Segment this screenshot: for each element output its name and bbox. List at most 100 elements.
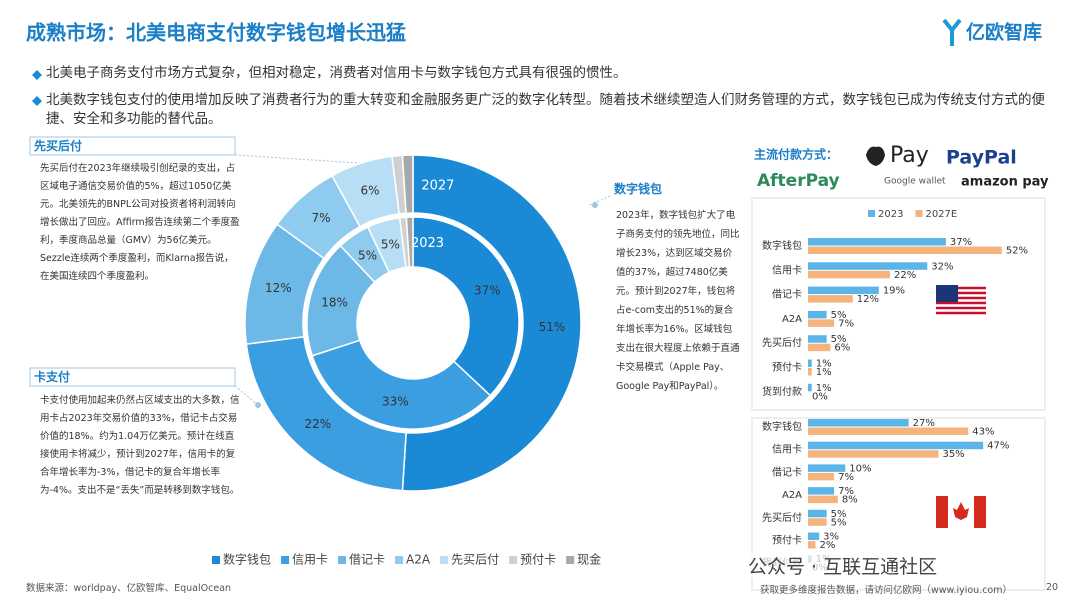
title: 成熟市场：北美电商支付数字钱包增长迅猛 <box>26 21 406 45</box>
category-label: 数字钱包 <box>762 420 802 433</box>
legend-swatch <box>281 556 290 564</box>
category-label: A2A <box>782 314 802 325</box>
apple-icon <box>866 146 885 166</box>
value-label: 5% <box>831 310 847 321</box>
payments-label: 主流付款方式： <box>754 147 838 162</box>
donut-slice <box>412 216 520 397</box>
slice-label: 51% <box>539 320 566 334</box>
legend-label: 2023 <box>878 209 903 220</box>
category-label: 先买后付 <box>762 336 802 349</box>
value-label: 5% <box>831 509 847 520</box>
category-label: 预付卡 <box>772 534 802 547</box>
payment-logo: AfterPay <box>757 171 840 191</box>
bar <box>808 286 879 295</box>
bar <box>808 335 827 343</box>
bar <box>808 509 827 518</box>
bar <box>808 495 838 504</box>
bar <box>808 450 939 458</box>
legend-swatch <box>509 556 518 564</box>
value-label: 7% <box>838 486 854 497</box>
bar <box>808 270 890 279</box>
bullet: 北美电子商务支付市场方式复杂，但相对稳定，消费者对信用卡与数字钱包方式具有很强的… <box>46 65 627 81</box>
value-label: 5% <box>831 517 847 528</box>
category-label: 预付卡 <box>772 361 802 374</box>
page-number: 20 <box>1046 582 1059 593</box>
legend-swatch <box>440 556 449 564</box>
ring-label: 2023 <box>411 236 444 251</box>
value-label: 22% <box>894 270 916 281</box>
legend-label: 预付卡 <box>520 553 556 567</box>
donut-slice <box>405 216 414 268</box>
value-label: 12% <box>857 294 879 305</box>
donut-slice <box>311 339 492 430</box>
value-label: 7% <box>838 318 854 329</box>
slice-label: 5% <box>381 238 400 252</box>
note-box <box>29 136 236 156</box>
payment-logo: Google wallet <box>884 177 946 187</box>
panel <box>751 197 1046 411</box>
legend-label: 先买后付 <box>451 553 499 567</box>
bar <box>808 359 812 367</box>
dot <box>255 402 261 408</box>
value-label: 19% <box>883 286 905 297</box>
category-label: 借记卡 <box>772 465 802 478</box>
category-label: 信用卡 <box>772 263 802 276</box>
bar <box>808 246 1002 254</box>
value-label: 6% <box>834 343 850 354</box>
note-text: 卡支付使用加起来仍然占区域支出的大多数，信用卡占2023年交易价值的33%，借记… <box>40 395 240 496</box>
legend-swatch <box>868 210 875 217</box>
value-label: 52% <box>1006 246 1028 257</box>
slice-label: 18% <box>321 295 348 309</box>
legend-label: A2A <box>406 553 431 567</box>
ca-flag <box>936 496 986 528</box>
value-label: 3% <box>823 532 839 543</box>
value-label: 43% <box>972 427 994 438</box>
note-text: 先买后付在2023年继续吸引创纪录的支出，占区域电子通信交易价值的5%，超过10… <box>40 163 240 282</box>
slice-label: 6% <box>361 183 380 197</box>
legend-swatch <box>566 556 575 564</box>
legend-swatch <box>395 556 404 564</box>
value-label: 27% <box>913 418 935 429</box>
legend-swatch <box>915 210 923 217</box>
bullet-icon <box>32 70 42 106</box>
payment-logo: amazon pay <box>961 175 1049 190</box>
note-box <box>29 367 236 387</box>
payment-logo: PayPal <box>946 147 1017 169</box>
slice-label: 22% <box>305 417 332 431</box>
category-label: 先买后付 <box>762 511 802 524</box>
value-label: 5% <box>831 334 847 345</box>
note-text: 2023年，数字钱包扩大了电子商务支付的领先地位，同比增长23%，达到区域交易价… <box>616 210 740 392</box>
legend-label: 2027E <box>925 209 957 220</box>
bar <box>808 532 820 540</box>
bar <box>808 310 827 319</box>
legend-label: 信用卡 <box>292 553 328 567</box>
bar <box>808 487 835 495</box>
value-label: 1% <box>816 367 832 378</box>
value-label: 0% <box>812 391 828 402</box>
donut-slice <box>401 154 582 492</box>
value-label: 2% <box>819 540 835 551</box>
bar <box>808 518 827 526</box>
legend-swatch <box>338 556 347 564</box>
category-label: 货到付款 <box>762 385 802 398</box>
value-label: 1% <box>816 383 832 394</box>
value-label: 7% <box>838 472 854 483</box>
bar <box>808 368 812 376</box>
bar <box>808 343 831 352</box>
watermark: 公众号 · 互联互通社区 <box>748 552 938 579</box>
bar <box>808 427 969 435</box>
note-title: 先买后付 <box>34 139 83 153</box>
value-label: 10% <box>849 463 871 474</box>
dot <box>592 202 598 208</box>
bar <box>808 238 946 246</box>
ring-label: 2027 <box>421 179 454 194</box>
legend-label: 借记卡 <box>349 553 385 567</box>
category-label: 信用卡 <box>772 443 802 456</box>
bar <box>808 262 928 270</box>
slice-label: 12% <box>265 281 292 295</box>
value-label: 32% <box>931 261 953 272</box>
us-flag <box>936 285 986 317</box>
payment-logo: Pay <box>890 143 929 168</box>
